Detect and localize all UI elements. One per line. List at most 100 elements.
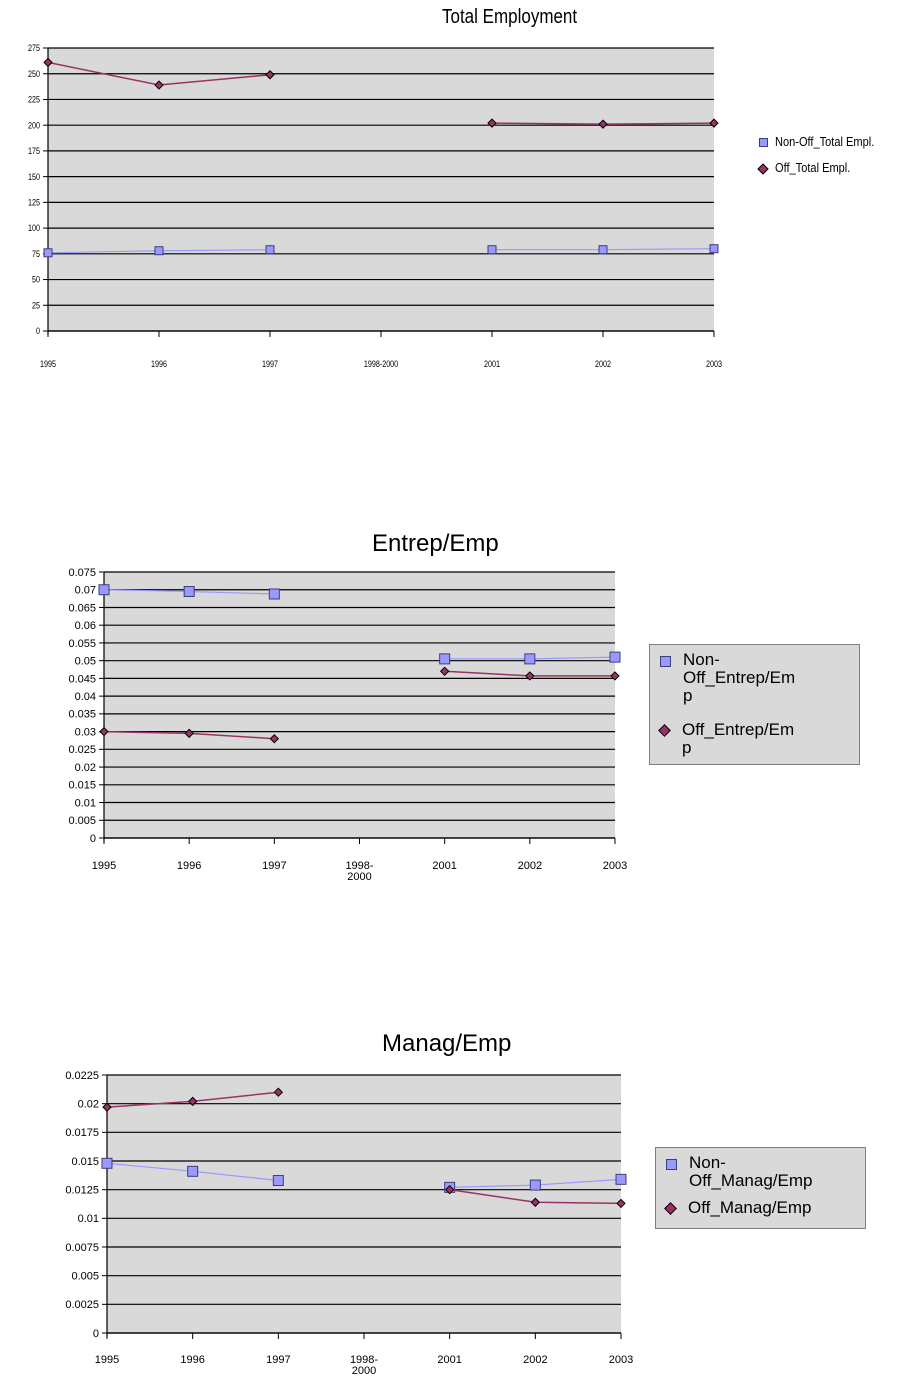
data-point-square	[183, 586, 195, 598]
data-point-diamond	[444, 1184, 455, 1195]
data-point-diamond	[43, 57, 53, 68]
legend-item-non-off: Non-Off_Total Empl.	[759, 134, 892, 149]
data-point-square	[609, 651, 621, 663]
data-point-square	[268, 588, 280, 600]
data-point-diamond	[273, 1087, 284, 1097]
x-tick-label: 1995	[92, 860, 116, 872]
legend: Non- Off_Manag/Emp Off_Manag/Emp	[655, 1147, 866, 1229]
entrep-emp-chart: Entrep/Emp 0 0.005 0.01 0.015 0.02 0.025 0.03 0…	[0, 520, 922, 900]
data-point-square	[265, 245, 275, 255]
manag-emp-chart: Manag/Emp 0 0.0025 0.005 0.0075 0.01 0.0125 0.…	[0, 1020, 922, 1385]
data-point-square	[439, 653, 451, 665]
y-tick-label: 0	[93, 1328, 99, 1340]
legend-item-non-off: Non- Off_Manag/Emp	[666, 1154, 812, 1190]
square-marker-icon	[759, 138, 768, 147]
diamond-marker-icon	[664, 1202, 677, 1215]
data-point-square	[615, 1173, 627, 1185]
x-tick-label: 2001	[432, 860, 456, 872]
y-tick-label: 250	[28, 69, 40, 79]
legend-item-off: Off_Manag/Emp	[664, 1199, 811, 1217]
y-tick-label: 0.0225	[65, 1070, 99, 1082]
legend-label: Non- Off_Entrep/Em p	[683, 650, 796, 705]
x-tick-label: 2002	[518, 860, 542, 872]
y-tick-label: 0.02	[75, 762, 96, 774]
y-tick-label: 0.055	[68, 638, 96, 650]
data-point-square	[487, 245, 497, 255]
y-tick-label: 0.01	[78, 1213, 99, 1225]
data-point-diamond	[439, 666, 450, 677]
data-point-square	[709, 244, 719, 254]
x-tick-label: 1997	[262, 860, 286, 872]
y-tick-label: 0.005	[71, 1271, 99, 1283]
x-tick-label: 1996	[177, 860, 201, 872]
y-tick-label: 0.005	[68, 815, 96, 827]
y-tick-label: 0.0025	[65, 1299, 99, 1311]
y-tick-label: 0.0175	[65, 1127, 99, 1139]
x-tick-label: 2003	[706, 359, 722, 369]
y-tick-label: 75	[32, 249, 40, 259]
y-tick-label: 0.015	[68, 780, 96, 792]
data-point-square	[187, 1165, 199, 1177]
data-point-square	[154, 246, 164, 256]
x-tick-label: 1995	[95, 1354, 119, 1366]
y-tick-label: 0.065	[68, 602, 96, 614]
data-point-diamond	[187, 1096, 198, 1107]
y-tick-label: 0.03	[75, 726, 96, 738]
x-tick-label: 2003	[609, 1354, 633, 1366]
x-tick-label: 1997	[266, 1354, 290, 1366]
y-tick-label: 100	[28, 224, 40, 234]
data-point-diamond	[530, 1197, 541, 1207]
x-tick-label: 1998-2000	[364, 359, 399, 369]
plot-background	[107, 1075, 621, 1333]
data-point-square	[598, 245, 608, 255]
y-tick-label: 0.025	[68, 744, 96, 756]
plot-area: 0 0.0025 0.005 0.0075 0.01 0.0125 0.015 0.0175 0…	[65, 1070, 633, 1377]
y-tick-label: 0.02	[78, 1099, 99, 1111]
y-tick-label: 225	[28, 95, 40, 105]
y-tick-label: 175	[28, 146, 40, 156]
data-point-diamond	[99, 726, 109, 737]
x-tick-label: 2002	[595, 359, 611, 369]
x-tick-label: 1998-2000	[350, 1354, 378, 1377]
y-tick-label: 125	[28, 198, 40, 208]
y-tick-label: 0.075	[68, 567, 96, 579]
x-tick-label: 2001	[484, 359, 500, 369]
legend: Non- Off_Entrep/Em p Off_Entrep/Em p	[649, 644, 860, 765]
total-employment-chart: Total Employment 0 25 50 75 100 125 150 175 200 2…	[0, 0, 922, 400]
data-point-square	[529, 1179, 541, 1191]
data-point-square	[524, 653, 536, 665]
y-tick-label: 0.07	[75, 585, 96, 597]
data-point-diamond	[610, 671, 620, 681]
data-point-diamond	[184, 728, 194, 739]
data-point-square	[43, 248, 53, 258]
x-tick-label: 1996	[180, 1354, 204, 1366]
y-tick-label: 0.06	[75, 620, 96, 632]
legend-label: Off_Total Empl.	[775, 160, 851, 175]
legend: Non-Off_Total Empl. Off_Total Empl.	[755, 128, 920, 188]
data-point-square	[272, 1174, 284, 1186]
legend-label: Off_Entrep/Em p	[682, 720, 795, 757]
y-tick-label: 0.045	[68, 673, 96, 685]
data-point-diamond	[709, 118, 719, 128]
y-tick-label: 50	[32, 275, 40, 285]
data-point-diamond	[269, 733, 280, 744]
x-tick-label: 2002	[523, 1354, 547, 1366]
y-tick-label: 25	[32, 301, 40, 311]
plot-background	[104, 572, 615, 838]
square-marker-icon	[666, 1159, 677, 1170]
y-tick-label: 0.01	[75, 797, 96, 809]
plot-area: 0 0.005 0.01 0.015 0.02 0.025 0.03 0.035 0.04 0.0…	[68, 567, 627, 883]
diamond-marker-icon	[757, 163, 769, 175]
y-tick-label: 0.05	[75, 656, 96, 668]
diamond-marker-icon	[658, 724, 671, 737]
x-tick-label: 1995	[40, 359, 56, 369]
y-tick-label: 150	[28, 172, 40, 182]
y-tick-label: 200	[28, 121, 40, 131]
x-tick-label: 2001	[437, 1354, 461, 1366]
data-point-diamond	[616, 1198, 626, 1209]
legend-label: Non-Off_Total Empl.	[775, 134, 875, 149]
data-point-diamond	[154, 80, 164, 90]
data-point-diamond	[487, 118, 497, 128]
legend-label: Non- Off_Manag/Emp	[689, 1153, 813, 1190]
data-point-diamond	[598, 119, 608, 129]
